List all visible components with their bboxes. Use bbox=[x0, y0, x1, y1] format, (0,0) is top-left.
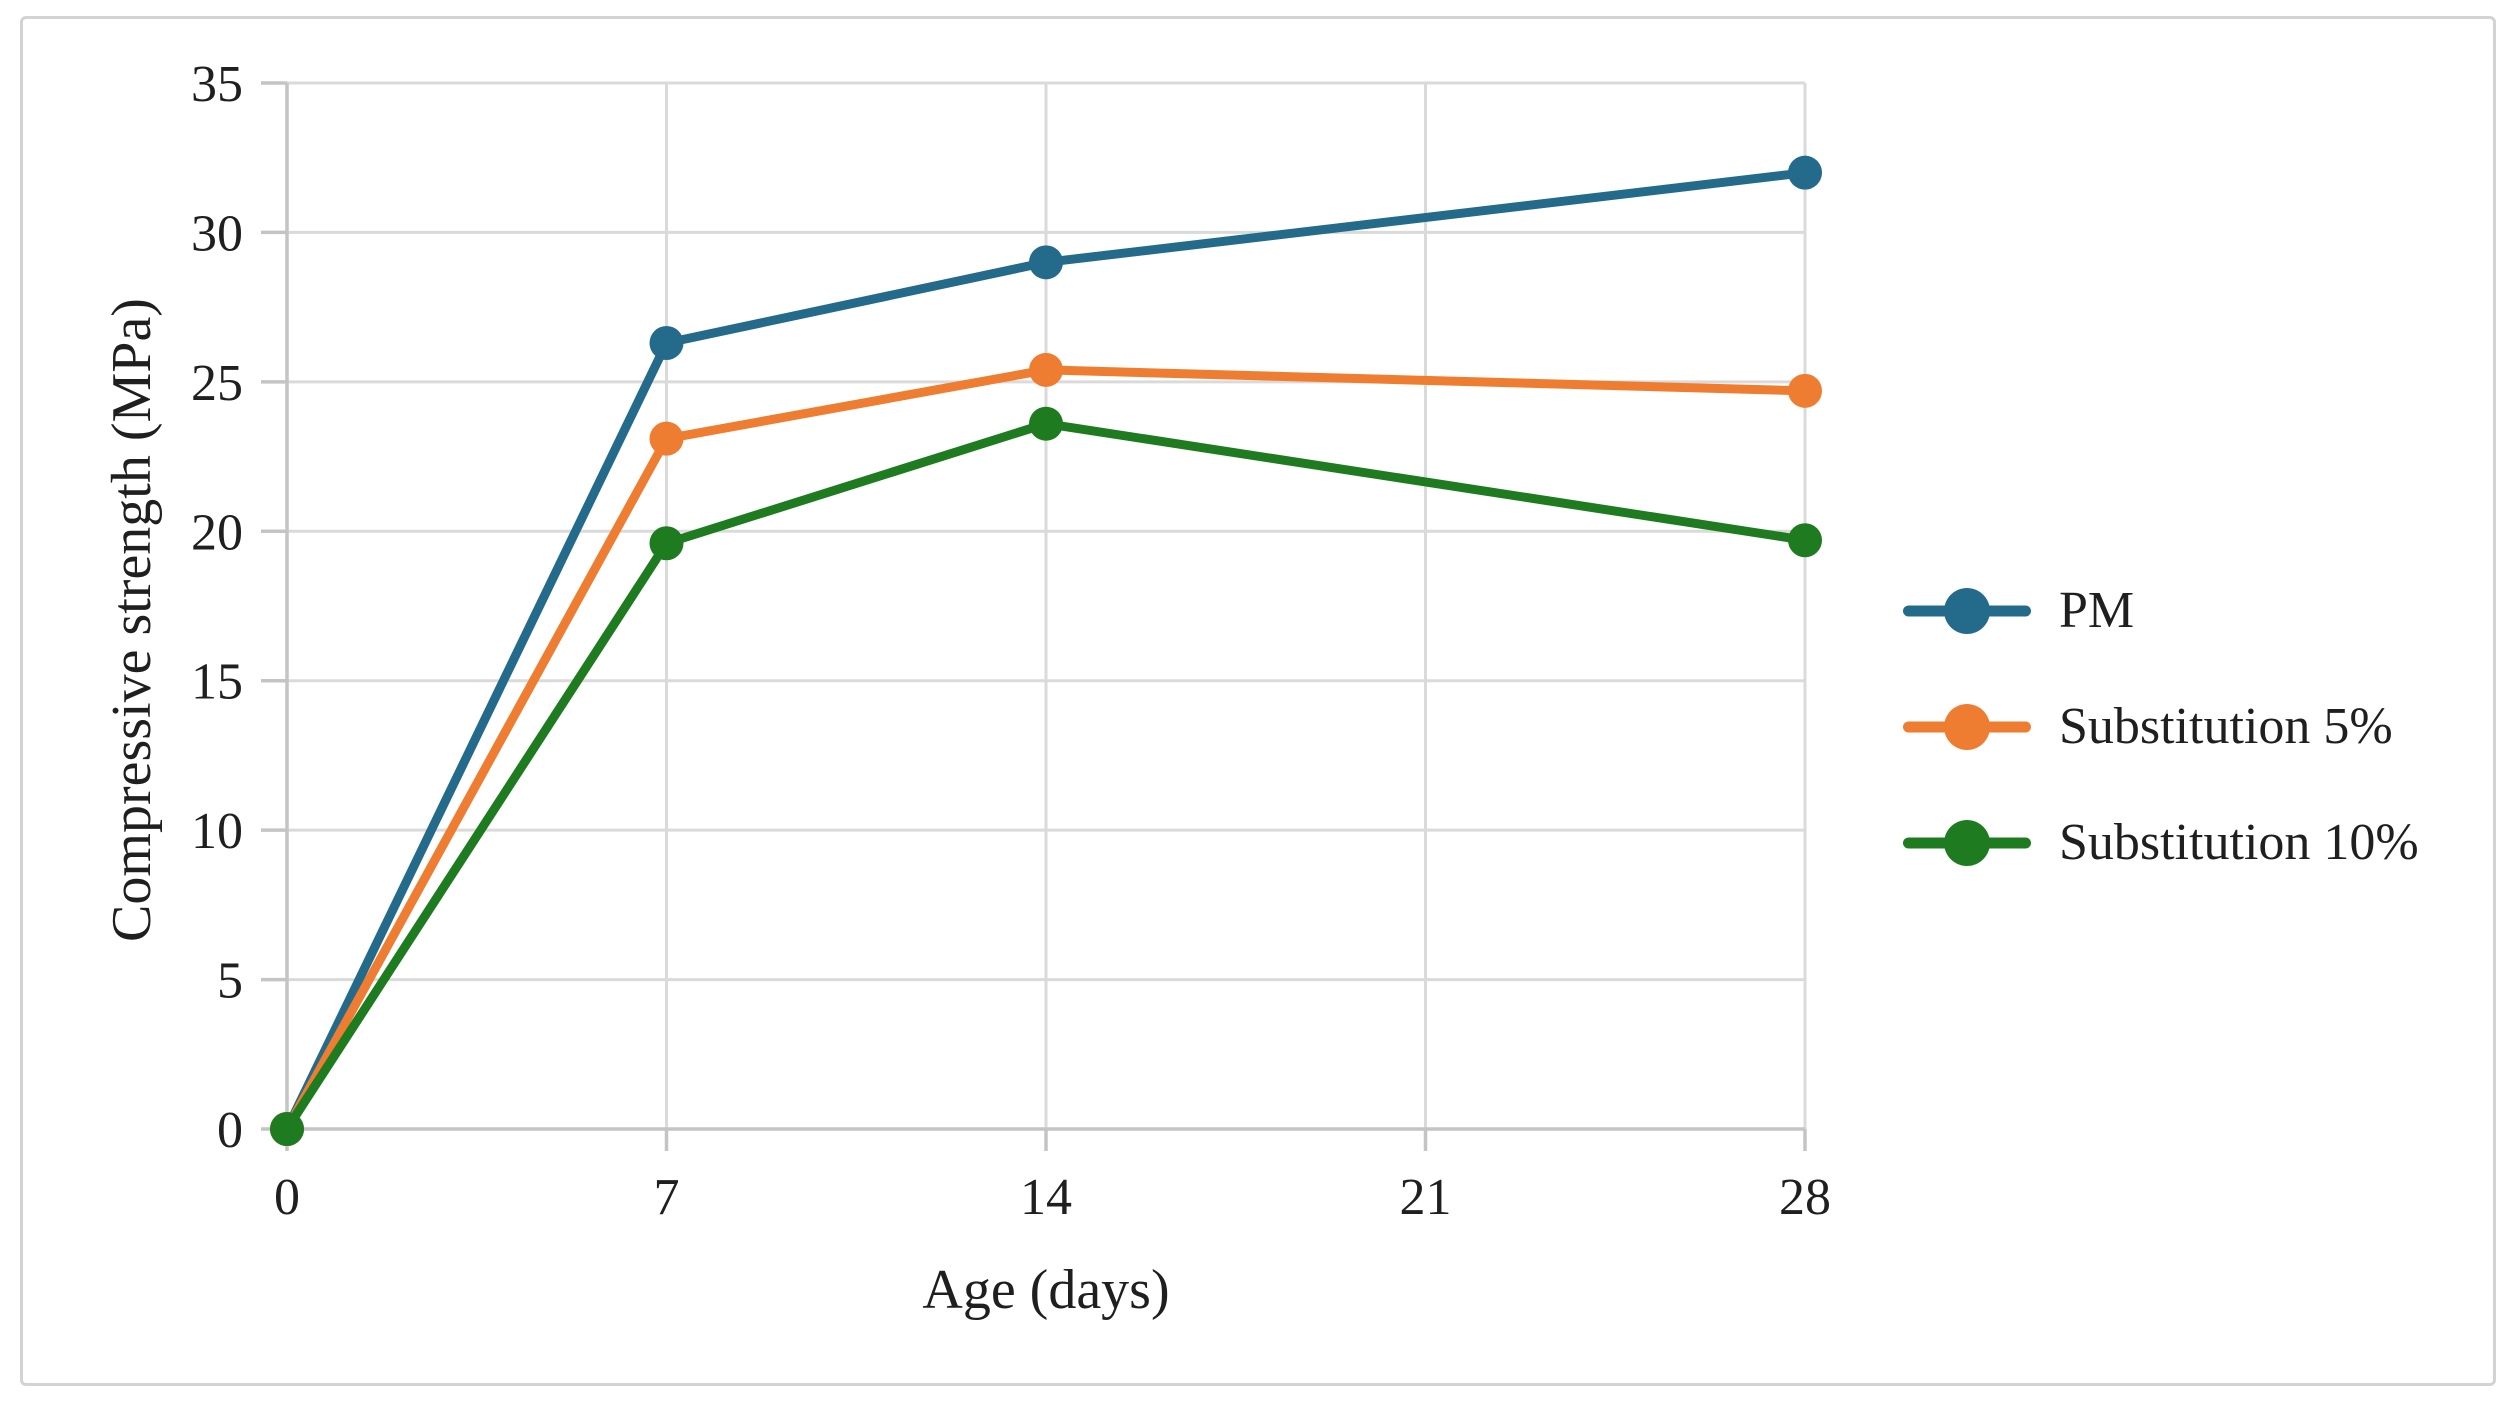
y-tick-label: 30 bbox=[191, 205, 243, 262]
series-substitution-10-point bbox=[1788, 523, 1822, 558]
y-tick-label: 10 bbox=[191, 803, 243, 860]
series-pm-point bbox=[1788, 155, 1822, 190]
y-tick-label: 5 bbox=[217, 953, 243, 1010]
x-axis-title: Age (days) bbox=[922, 1259, 1170, 1321]
y-tick-label: 20 bbox=[191, 504, 243, 561]
legend: PM Substitution 5% Substitution 10% bbox=[1903, 585, 2419, 869]
series-substitution-5-point bbox=[1788, 373, 1822, 408]
series-substitution-5-point bbox=[1029, 352, 1063, 387]
legend-item-substitution-5: Substitution 5% bbox=[1903, 701, 2419, 753]
x-tick-label: 7 bbox=[654, 1169, 680, 1226]
series-pm-line bbox=[282, 168, 1810, 1134]
legend-line-marker-icon bbox=[1903, 588, 2031, 634]
legend-label: Substitution 5% bbox=[2059, 698, 2393, 755]
x-tick-label: 14 bbox=[1020, 1169, 1072, 1226]
series-substitution-10-line bbox=[282, 419, 1810, 1134]
y-tick-label: 0 bbox=[217, 1102, 243, 1159]
series-pm-point bbox=[649, 326, 684, 361]
series-pm-point bbox=[1029, 245, 1063, 280]
legend-item-pm: PM bbox=[1903, 585, 2419, 637]
legend-label: PM bbox=[2059, 582, 2135, 639]
x-tick-label: 21 bbox=[1400, 1169, 1452, 1226]
series-substitution-10-point bbox=[1029, 406, 1063, 441]
legend-line-marker-icon bbox=[1903, 820, 2031, 866]
y-tick-label: 25 bbox=[191, 355, 243, 412]
y-tick-label: 35 bbox=[191, 56, 243, 113]
y-axis-title: Compressive strength (MPa) bbox=[101, 298, 163, 942]
x-tick-label: 0 bbox=[274, 1169, 300, 1226]
legend-label: Substitution 10% bbox=[2059, 814, 2419, 871]
legend-line-marker-icon bbox=[1903, 704, 2031, 750]
series-substitution-10-point bbox=[270, 1112, 304, 1146]
series-substitution-5-line bbox=[282, 365, 1810, 1134]
series-substitution-10-point bbox=[649, 526, 684, 561]
legend-item-substitution-10: Substitution 10% bbox=[1903, 817, 2419, 869]
figure-border bbox=[20, 16, 2496, 1386]
y-tick-label: 15 bbox=[191, 654, 243, 711]
series-substitution-5-point bbox=[649, 421, 684, 456]
x-tick-label: 28 bbox=[1779, 1169, 1831, 1226]
